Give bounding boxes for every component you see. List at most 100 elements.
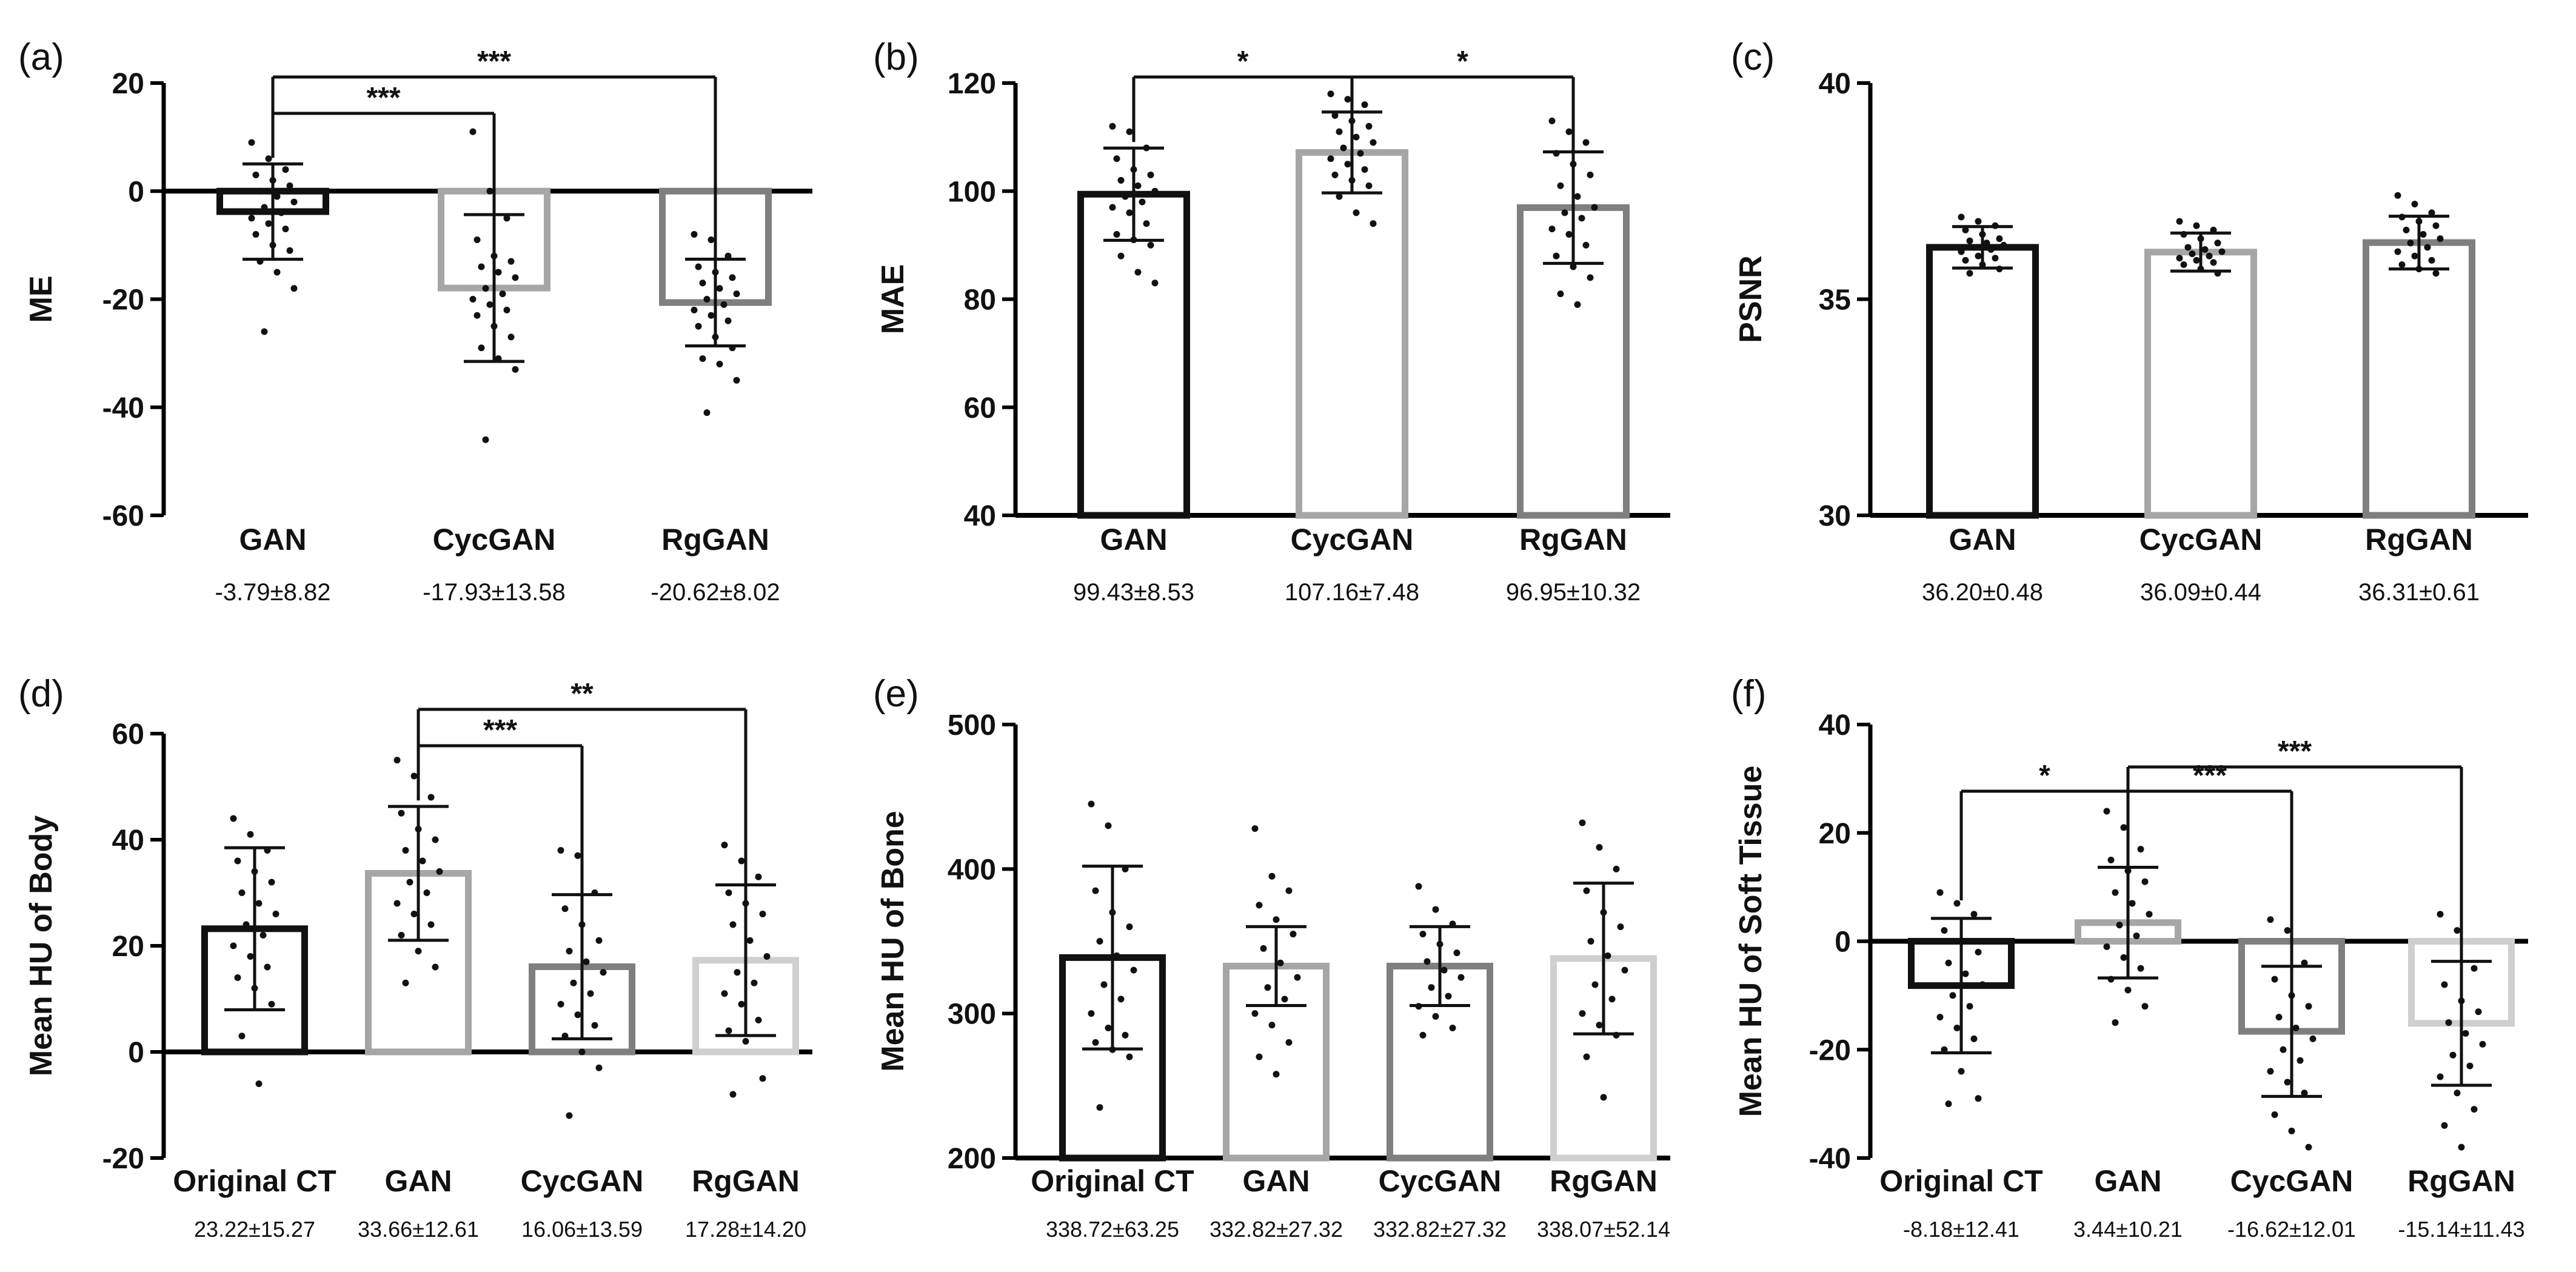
data-point [1962,226,1969,233]
data-point [2137,846,2144,853]
category-label: CycGAN [521,1164,644,1198]
data-point [2437,235,2444,243]
data-point [2428,209,2435,216]
data-point [436,868,443,875]
data-point [1579,819,1586,826]
data-point [252,231,259,238]
data-point [1088,1010,1095,1017]
data-point [1966,237,1973,244]
panel-label: (e) [873,673,919,715]
data-point [1088,800,1095,808]
data-point [2424,244,2431,251]
category-label: Original CT [1879,1164,2042,1198]
data-point [1273,1071,1280,1078]
y-tick-label: 0 [128,1037,144,1069]
data-point [1361,101,1368,109]
data-point [256,187,264,195]
data-point [1281,996,1288,1003]
significance-label: ** [570,678,594,710]
summary-label: 3.44±10.21 [2073,1217,2183,1242]
data-point [503,306,510,313]
data-point [2471,965,2478,972]
category-label: Original CT [173,1164,336,1198]
data-point [265,220,272,227]
data-point [1432,1013,1439,1020]
y-tick-label: -40 [1809,1143,1851,1175]
summary-label: 338.72±63.25 [1046,1217,1179,1242]
data-point [1941,1046,1948,1053]
data-point [1983,239,1990,247]
data-point [1096,1104,1103,1111]
data-point [255,1080,263,1087]
data-point [1557,290,1564,298]
data-point [410,772,418,780]
category-label: GAN [1242,1164,1310,1198]
data-point [1445,992,1452,1000]
data-point [691,231,698,238]
data-point [1941,927,1948,934]
data-point [1591,981,1599,988]
significance-label: *** [2193,760,2227,792]
category-label: RgGAN [2365,523,2473,557]
data-point [2432,270,2440,277]
data-point [2398,261,2406,268]
data-point [1251,825,1259,832]
data-point [1457,974,1465,981]
panel-label: (c) [1731,36,1775,78]
data-point [230,942,237,949]
data-point [1105,1025,1112,1031]
data-point [721,842,728,849]
y-axis-title: MAE [875,264,911,335]
data-point [2411,252,2418,259]
significance-label: * [1237,45,1249,78]
data-point [1583,887,1590,894]
data-point [2133,932,2140,940]
data-point [282,226,289,233]
data-point [1970,1035,1978,1042]
significance-label: *** [483,714,517,746]
bar [1926,244,2039,519]
data-point [261,328,268,335]
data-point [1587,938,1594,945]
summary-label: 99.43±8.53 [1073,579,1194,606]
data-point [2103,808,2110,815]
y-tick-label: 20 [1819,818,1851,850]
data-point [1570,263,1577,270]
data-point [708,312,715,319]
data-point [2112,1019,2119,1026]
data-point [600,969,607,976]
data-point [734,969,741,976]
y-tick-label: 20 [112,931,144,963]
data-point [1966,270,1973,277]
data-point [1945,959,1952,966]
summary-label: -15.14±11.43 [2398,1217,2524,1242]
data-point [1147,241,1154,249]
data-point [2284,927,2291,934]
data-point [557,847,564,854]
data-point [2394,192,2401,199]
data-point [1344,161,1351,168]
summary-label: 33.66±12.61 [358,1217,479,1242]
y-tick-label: 40 [112,825,144,857]
data-point [2137,965,2144,972]
data-point [1975,252,1982,259]
significance-label: * [2039,760,2050,792]
data-point [1565,231,1573,238]
y-axis-title: Mean HU of Soft Tissue [1733,766,1768,1117]
data-point [234,857,241,865]
data-point [716,360,723,367]
data-point [1958,213,1965,221]
data-point [1327,155,1334,162]
data-point [469,128,477,135]
data-point [2441,1122,2448,1129]
y-tick-label: 200 [948,1143,996,1175]
data-point [2271,976,2278,983]
data-point [478,344,485,352]
data-point [286,182,293,189]
data-point [482,436,489,443]
data-point [1113,952,1120,959]
data-point [738,1000,745,1008]
data-point [282,166,289,173]
data-point [1557,182,1564,189]
